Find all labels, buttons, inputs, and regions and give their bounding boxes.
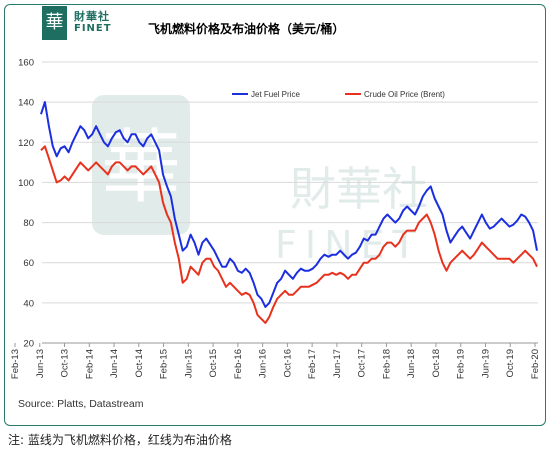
y-tick-label: 40 xyxy=(23,298,34,309)
finet-logo-icon: 華 xyxy=(42,6,67,40)
chart-title: 飞机燃料价格及布油价格（美元/桶） xyxy=(148,22,345,36)
x-tick-label: Oct-14 xyxy=(134,349,145,378)
x-tick-label: Jun-17 xyxy=(332,349,343,378)
x-tick-label: Feb-18 xyxy=(381,349,392,379)
y-tick-label: 100 xyxy=(18,178,34,189)
x-tick-label: Oct-16 xyxy=(282,349,293,378)
series-lines xyxy=(40,101,538,324)
x-tick-label: Jun-14 xyxy=(109,349,120,378)
series-line xyxy=(40,101,538,308)
x-tick-label: Oct-19 xyxy=(505,349,516,378)
x-tick-label: Jun-13 xyxy=(35,349,46,378)
logo-name-cn: 財華社 xyxy=(74,10,110,23)
legend-label: Jet Fuel Price xyxy=(251,90,300,99)
y-tick-label: 20 xyxy=(23,339,34,350)
footnote: 注: 蓝线为飞机燃料价格，红线为布油价格 xyxy=(8,433,232,447)
x-tick-label: Jun-16 xyxy=(258,349,269,378)
y-axis: 20 40 60 80 100 120 140 160 xyxy=(18,58,34,350)
x-tick-label: Jun-18 xyxy=(406,349,417,378)
x-tick-label: Oct-17 xyxy=(357,349,368,378)
y-tick-label: 140 xyxy=(18,98,34,109)
gridlines xyxy=(42,61,538,344)
y-tick-label: 80 xyxy=(23,218,34,229)
x-tick-label: Oct-18 xyxy=(431,349,442,378)
x-tick-label: Oct-13 xyxy=(60,349,71,378)
legend-label: Crude Oil Price (Brent) xyxy=(364,90,445,99)
series-line xyxy=(40,145,538,324)
x-tick-label: Jun-19 xyxy=(480,349,491,378)
x-tick-label: Feb-20 xyxy=(530,349,541,379)
y-tick-label: 120 xyxy=(18,138,34,149)
watermark-cn: 財華社 xyxy=(290,162,428,216)
y-tick-label: 160 xyxy=(18,58,34,69)
watermark-glyph: 華 xyxy=(101,121,181,214)
logo-name-en: FINET xyxy=(74,23,112,34)
x-tick-label: Feb-17 xyxy=(307,349,318,379)
y-tick-label: 60 xyxy=(23,258,34,269)
x-tick-label: Feb-13 xyxy=(10,349,21,379)
watermark-en: FINET xyxy=(275,223,424,267)
x-tick-label: Feb-16 xyxy=(233,349,244,379)
x-tick-label: Jun-15 xyxy=(183,349,194,378)
source-note: Source: Platts, Datastream xyxy=(18,398,144,410)
x-axis: Feb-13 Jun-13 Oct-13 Feb-14 Jun-14 Oct-14 Feb-… xyxy=(10,343,541,379)
chart-frame xyxy=(4,4,546,426)
legend: Jet Fuel Price Crude Oil Price (Brent) xyxy=(232,90,445,99)
x-tick-label: Feb-19 xyxy=(456,349,467,379)
watermark: 華 財華社 FINET xyxy=(92,95,428,267)
x-tick-label: Oct-15 xyxy=(208,349,219,378)
x-tick-label: Feb-15 xyxy=(159,349,170,379)
x-tick-label: Feb-14 xyxy=(84,349,95,379)
